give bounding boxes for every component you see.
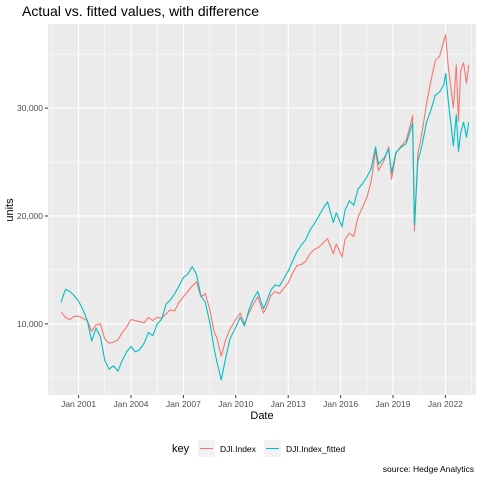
x-axis-title: Date: [250, 410, 273, 422]
y-axis: 10,000 20,000 30,000: [17, 103, 48, 329]
y-axis-title: units: [4, 198, 16, 222]
chart-caption: source: Hedge Analytics: [383, 464, 474, 474]
x-tick-label: Jan 2010: [218, 399, 253, 409]
legend: key DJI.Index DJI.Index_fitted: [172, 440, 345, 457]
y-tick-label: 20,000: [17, 211, 43, 221]
series-layer: [60, 34, 470, 381]
x-axis: Jan 2001 Jan 2004 Jan 2007 Jan 2010 Jan 2013…: [61, 395, 463, 409]
x-tick-label: Jan 2013: [271, 399, 306, 409]
y-tick-label: 30,000: [17, 103, 43, 113]
x-tick-label: Jan 2022: [428, 399, 463, 409]
series-line-2: [60, 73, 470, 381]
x-tick-label: Jan 2001: [61, 399, 96, 409]
x-tick-label: Jan 2016: [323, 399, 358, 409]
grid-major: [48, 24, 476, 395]
legend-label: DJI.Index: [220, 444, 257, 454]
chart-title: Actual vs. fitted values, with differenc…: [22, 3, 259, 19]
legend-title: key: [172, 443, 190, 455]
y-tick-label: 10,000: [17, 319, 43, 329]
x-tick-label: Jan 2007: [166, 399, 201, 409]
grid-minor: [48, 24, 476, 395]
legend-label: DJI.Index_fitted: [286, 444, 345, 454]
x-tick-label: Jan 2019: [376, 399, 411, 409]
x-tick-label: Jan 2004: [113, 399, 148, 409]
